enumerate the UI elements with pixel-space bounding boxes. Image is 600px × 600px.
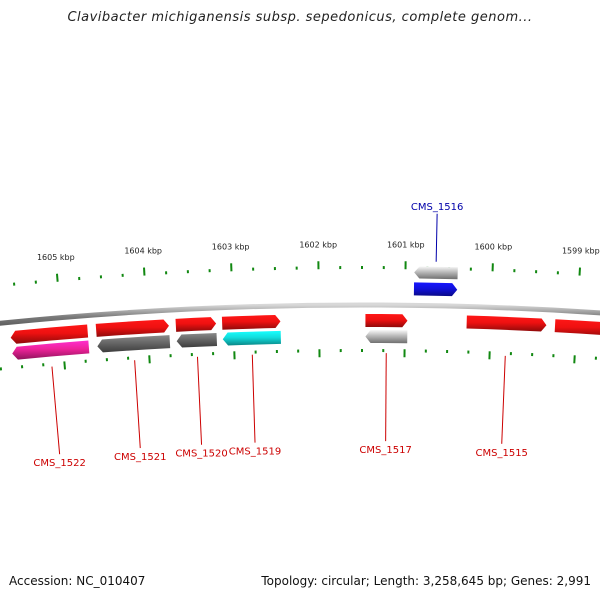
gene-cms-1521[interactable] [95, 319, 169, 337]
gene-features [10, 266, 600, 360]
gene-label: CMS_1522 [33, 458, 85, 469]
gene-cms-1520[interactable] [175, 317, 217, 332]
gene-feature-track[interactable] [365, 330, 408, 344]
gene-feature-track[interactable] [554, 319, 600, 337]
gene-feature-track[interactable] [222, 330, 281, 346]
gene-cms-1516[interactable] [413, 282, 458, 297]
scale-tick-label: 1601 kbp [387, 240, 425, 249]
gene-label: CMS_1521 [114, 452, 166, 463]
scale-tick-label: 1603 kbp [212, 242, 250, 251]
gene-cms-1519[interactable] [221, 315, 281, 330]
genome-summary-text: Topology: circular; Length: 3,258,645 bp… [261, 574, 591, 588]
label-leader-line [51, 366, 61, 455]
gene-cms-1522[interactable] [10, 324, 89, 344]
gene-label: CMS_1517 [359, 445, 411, 456]
outer-scale-ticks: 1605 kbp 1604 kbp 1603 kbp 1602 kbp 1601 kbp… [13, 240, 600, 286]
label-leader-line [134, 360, 141, 449]
genome-title: Clavibacter michiganensis subsp. sepedon… [67, 10, 533, 25]
label-leader-line [251, 354, 256, 443]
tick-mark [63, 361, 66, 370]
scale-tick-label: 1600 kbp [474, 242, 512, 251]
scale-tick-label: 1602 kbp [299, 240, 337, 249]
gene-cms-1515[interactable] [466, 315, 547, 332]
gene-feature-track[interactable] [12, 340, 90, 360]
gene-cms-1517[interactable] [365, 314, 408, 328]
gene-label: CMS_1520 [175, 449, 227, 460]
label-leader-line [385, 353, 387, 442]
gene-feature-track[interactable] [414, 266, 458, 280]
genome-backbone [0, 302, 600, 326]
gene-label: CMS_1519 [229, 447, 281, 458]
gene-label: CMS_1516 [411, 202, 463, 213]
inner-scale-ticks [0, 349, 597, 371]
accession-text: Accession: NC_010407 [9, 574, 146, 588]
gene-feature-track[interactable] [176, 332, 218, 348]
tick-mark [55, 273, 59, 282]
gene-labels: CMS_1522 CMS_1521 CMS_1520 CMS_1519 CMS_1517… [33, 202, 528, 469]
label-leader-line [435, 213, 438, 262]
label-leader-line [501, 355, 506, 444]
gene-label: CMS_1515 [476, 448, 528, 459]
scale-tick-label: 1604 kbp [124, 247, 162, 256]
label-leader-line [196, 356, 203, 445]
gene-feature-track[interactable] [97, 335, 171, 353]
scale-tick-label: 1605 kbp [37, 253, 75, 262]
scale-tick-label: 1599 kbp [562, 247, 600, 256]
